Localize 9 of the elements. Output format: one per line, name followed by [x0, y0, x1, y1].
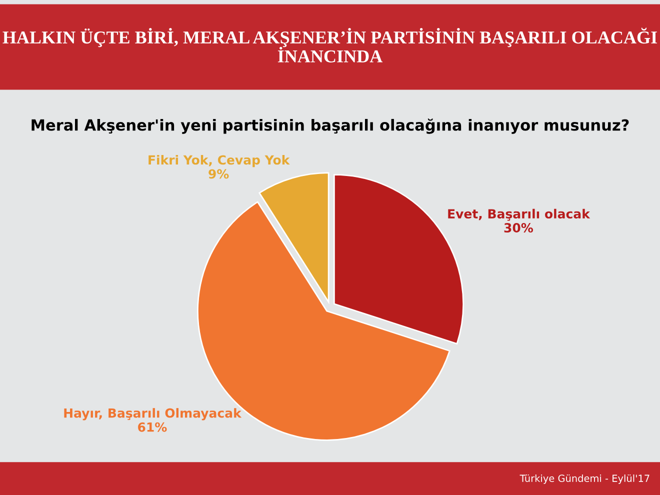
- chart-subtitle: Meral Akşener'in yeni partisinin başarılı olacağına inanıyor musunuz?: [32, 118, 629, 134]
- data-label: 61%: [138, 422, 167, 432]
- data-label: 30%: [504, 223, 534, 233]
- slice-label: Fikri Yok, Cevap Yok: [148, 154, 290, 168]
- slice-label: Evet, Başarılı olacak: [448, 208, 590, 221]
- chart-title: HALKIN ÜÇTE BİRİ, MERAL AKŞENER’İN PARTİSİNİN BAŞARILI OLACAĞI İNANCINDA: [2, 28, 657, 62]
- slice-label: Hayır, Başarılı Olmayacak: [64, 408, 242, 420]
- text: Türkiye Gündemi - Eylül'17: [520, 474, 650, 484]
- data-label: 9%: [208, 169, 229, 179]
